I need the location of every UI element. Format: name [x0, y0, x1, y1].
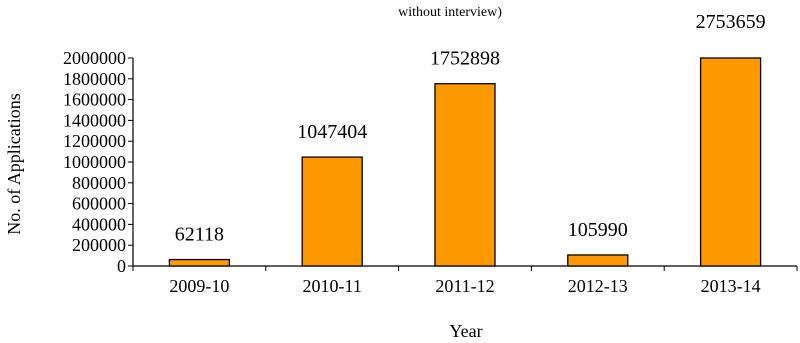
data-labels-group: 62118 1047404 1752898 105990 2753659 [175, 11, 766, 246]
data-label: 2753659 [696, 11, 766, 33]
x-tick-label: 2012-13 [568, 276, 628, 296]
bar-2012-13 [567, 254, 629, 267]
y-tick-label: 2000000 [63, 48, 126, 68]
bar-2013-14 [699, 57, 762, 267]
y-tick-label: 1400000 [63, 110, 126, 130]
y-tick-label: 1000000 [63, 152, 126, 172]
bars-group [168, 57, 762, 267]
x-tick-label: 2013-14 [701, 276, 761, 296]
y-tick-label: 800000 [72, 173, 126, 193]
y-axis-title: No. of Applications [4, 93, 24, 235]
x-axis: 2009-10 2010-11 2011-12 2012-13 2013-14 [132, 265, 798, 296]
y-tick-label: 1800000 [63, 69, 126, 89]
x-tick-label: 2011-12 [435, 276, 494, 296]
bar-2009-10 [168, 258, 231, 267]
y-tick-label: 600000 [72, 194, 126, 214]
x-axis-title: Year [449, 321, 482, 341]
y-tick-label: 400000 [72, 214, 126, 234]
x-tick-label: 2010-11 [303, 276, 362, 296]
data-label: 105990 [568, 219, 628, 241]
data-label: 1752898 [430, 48, 500, 70]
bar-2011-12 [434, 83, 496, 267]
y-axis: 0200000400000600000800000100000012000001… [63, 48, 134, 276]
bar-2010-11 [301, 156, 363, 267]
data-label: 1047404 [297, 121, 367, 143]
x-tick-label: 2009-10 [169, 276, 229, 296]
y-tick-label: 1200000 [63, 131, 126, 151]
chart-title: without interview) [398, 5, 502, 20]
y-tick-label: 0 [117, 256, 126, 276]
y-tick-label: 1600000 [63, 90, 126, 110]
y-tick-label: 200000 [72, 235, 126, 255]
data-label: 62118 [175, 224, 224, 246]
